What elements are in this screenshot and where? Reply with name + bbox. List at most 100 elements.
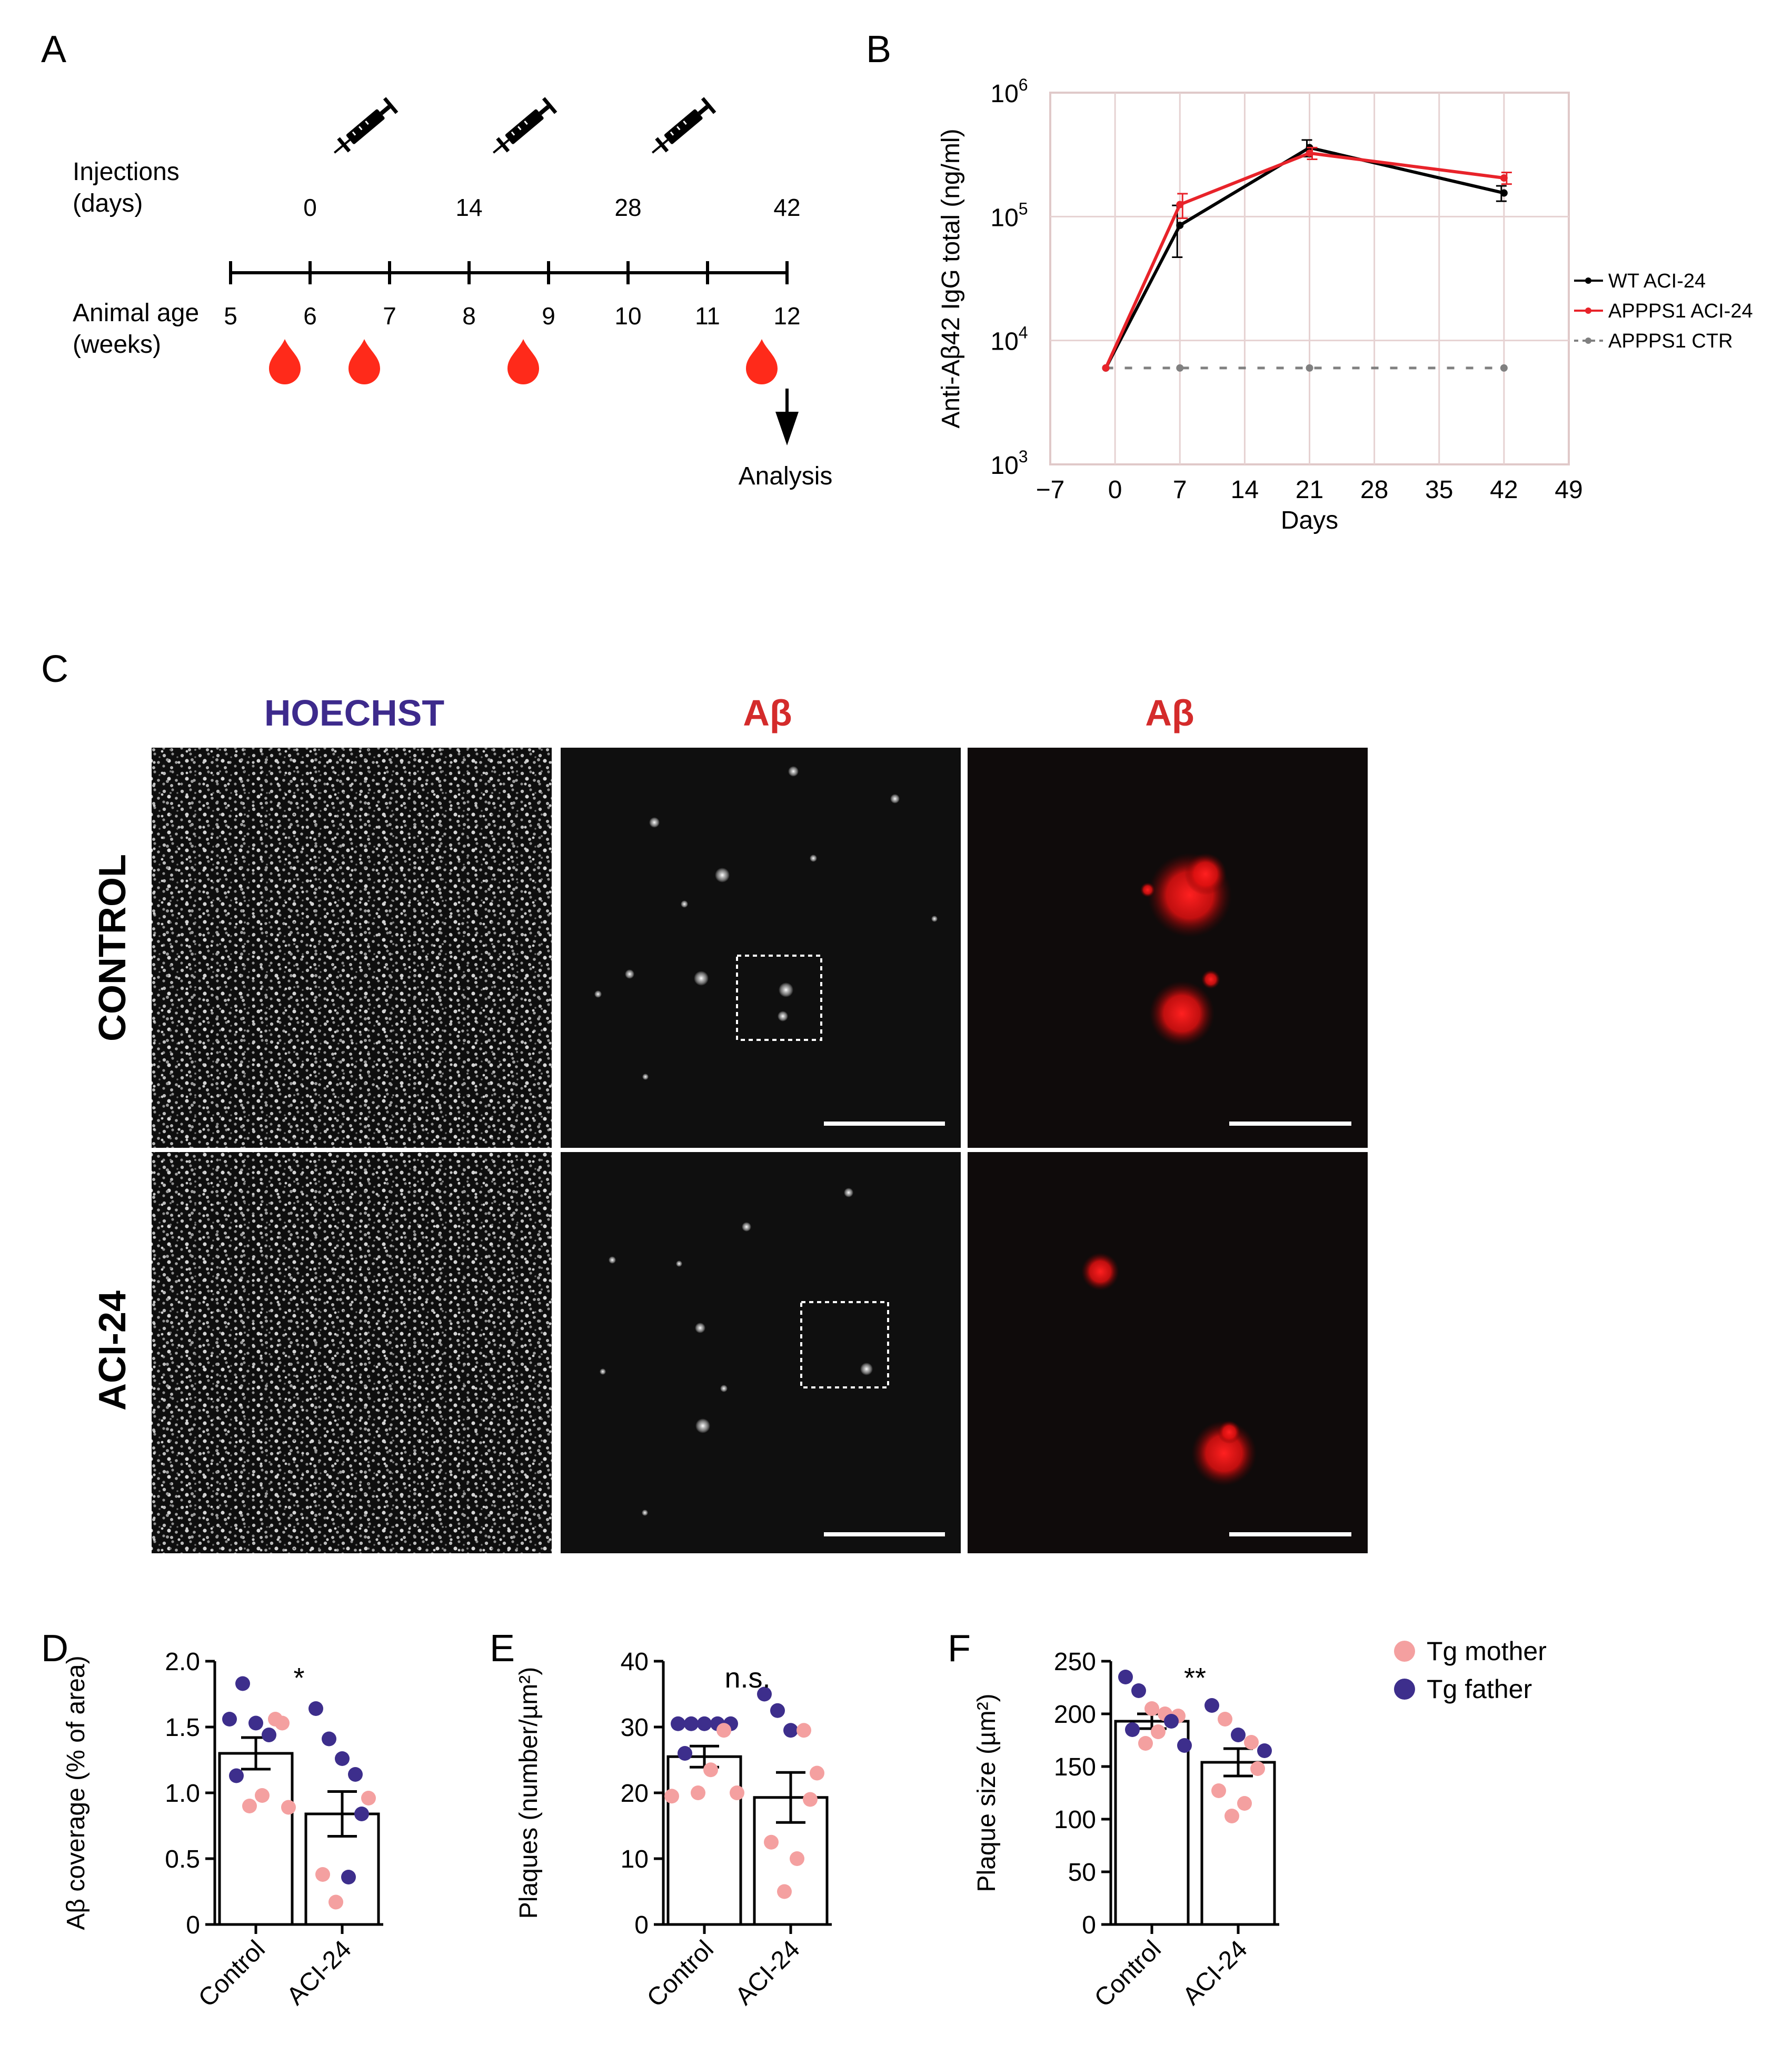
data-point (268, 1712, 283, 1726)
panel-label-c: C (41, 648, 68, 690)
bar (218, 1752, 294, 1926)
image-abeta-control (561, 748, 961, 1148)
age-tick-label: 8 (462, 302, 476, 330)
data-point (348, 1767, 363, 1782)
data-point (315, 1867, 330, 1882)
y-tick-label: 0 (186, 1911, 200, 1939)
significance-marker: n.s. (724, 1662, 770, 1694)
bar (666, 1755, 742, 1926)
analysis-arrowhead (775, 412, 799, 445)
data-point (803, 1792, 818, 1807)
data-point (1118, 1670, 1133, 1684)
data-point (764, 1834, 779, 1850)
data-point (1224, 1809, 1239, 1823)
data-point (1151, 1724, 1166, 1739)
data-point (1204, 1698, 1219, 1713)
x-tick-label: 21 (1296, 476, 1323, 504)
data-point (1218, 1712, 1232, 1726)
y-tick-label: 150 (1054, 1753, 1096, 1781)
legend-label-tg-father: Tg father (1427, 1674, 1532, 1704)
data-point (248, 1715, 263, 1731)
analysis-label: Analysis (739, 462, 833, 490)
y-tick-label: 200 (1054, 1701, 1096, 1729)
data-point (328, 1894, 343, 1910)
injections-label-line2: (days) (73, 190, 143, 217)
data-point (1211, 1783, 1226, 1798)
category-label: ACI-24 (730, 1935, 805, 2010)
data-point (222, 1712, 237, 1726)
data-point (1231, 1728, 1246, 1742)
injection-day-label: 0 (303, 194, 317, 221)
antibody-titer-chart: −7 0 7 14 21 28 35 42 49 103 104 105 106 Days Anti-Aβ4… (937, 75, 1753, 534)
data-point (1176, 201, 1184, 209)
data-point (1500, 364, 1508, 372)
syringe-icon (492, 97, 557, 154)
scale-bar (1229, 1532, 1351, 1536)
age-tick-label: 10 (614, 302, 641, 330)
parent-legend: Tg mother Tg father (1394, 1636, 1547, 1704)
data-point (730, 1785, 744, 1800)
timeline-panel: Injections (days) Animal age (weeks) Ana… (73, 97, 832, 490)
data-point (703, 1762, 718, 1778)
legend-marker (1585, 307, 1591, 314)
y-tick-label: 40 (621, 1648, 649, 1676)
data-point (684, 1716, 699, 1731)
data-point (1176, 221, 1184, 229)
scale-bar (824, 1122, 945, 1126)
data-point (1500, 189, 1508, 197)
data-point (281, 1800, 296, 1815)
data-point (678, 1746, 692, 1761)
legend-label: APPPS1 CTR (1608, 330, 1733, 352)
y-tick-label: 106 (990, 75, 1028, 108)
data-point (691, 1785, 705, 1800)
legend-label-tg-mother: Tg mother (1427, 1636, 1547, 1666)
row-label-control: CONTROL (92, 854, 134, 1041)
data-point (1138, 1736, 1153, 1751)
age-tick-label: 7 (383, 302, 396, 330)
y-tick-label: 0 (634, 1911, 649, 1939)
injection-day-label: 42 (773, 194, 800, 221)
data-point (1257, 1743, 1272, 1758)
data-point (797, 1723, 811, 1738)
y-axis-label: Plaque size (µm²) (973, 1693, 1001, 1892)
zoom-region-box (736, 955, 822, 1041)
y-axis-label: Anti-Aβ42 IgG total (ng/ml) (937, 128, 965, 428)
y-tick-label: 250 (1054, 1648, 1096, 1676)
legend-marker (1585, 277, 1591, 284)
blood-drop-icon (507, 339, 539, 384)
panel-label-b: B (866, 28, 891, 71)
data-point (262, 1728, 276, 1742)
data-point (1176, 364, 1184, 372)
injection-day-label: 28 (614, 194, 641, 221)
data-point (716, 1723, 731, 1738)
y-axis-label: Plaques (number/µm²) (515, 1667, 543, 1919)
syringe-icon (651, 97, 716, 154)
y-tick-label: 0 (1082, 1911, 1096, 1939)
y-axis-label: Aβ coverage (% of area) (62, 1655, 90, 1930)
image-hoechst-control (152, 748, 552, 1148)
zoom-region-box (800, 1301, 889, 1388)
injection-day-label: 14 (455, 194, 482, 221)
blood-drop-icon (349, 339, 380, 384)
row-label-aci24: ACI-24 (92, 1291, 134, 1411)
data-point (777, 1884, 792, 1899)
y-tick-label: 105 (990, 199, 1028, 232)
data-point (790, 1851, 804, 1866)
x-tick-label: 35 (1425, 476, 1453, 504)
data-point (783, 1723, 798, 1738)
age-tick-label: 9 (542, 302, 555, 330)
bar (1114, 1720, 1190, 1926)
data-point (308, 1701, 323, 1716)
data-point (1250, 1761, 1265, 1776)
significance-marker: ** (1184, 1662, 1206, 1694)
column-header-abeta: Aβ (743, 692, 792, 733)
x-tick-label: 7 (1173, 476, 1187, 504)
x-tick-label: 0 (1108, 476, 1122, 504)
data-point (810, 1765, 824, 1781)
panel-label-d: D (41, 1628, 68, 1670)
category-label: ACI-24 (282, 1935, 357, 2010)
data-point (1306, 149, 1313, 157)
injections-label-line1: Injections (73, 158, 180, 186)
age-label-line1: Animal age (73, 299, 199, 327)
